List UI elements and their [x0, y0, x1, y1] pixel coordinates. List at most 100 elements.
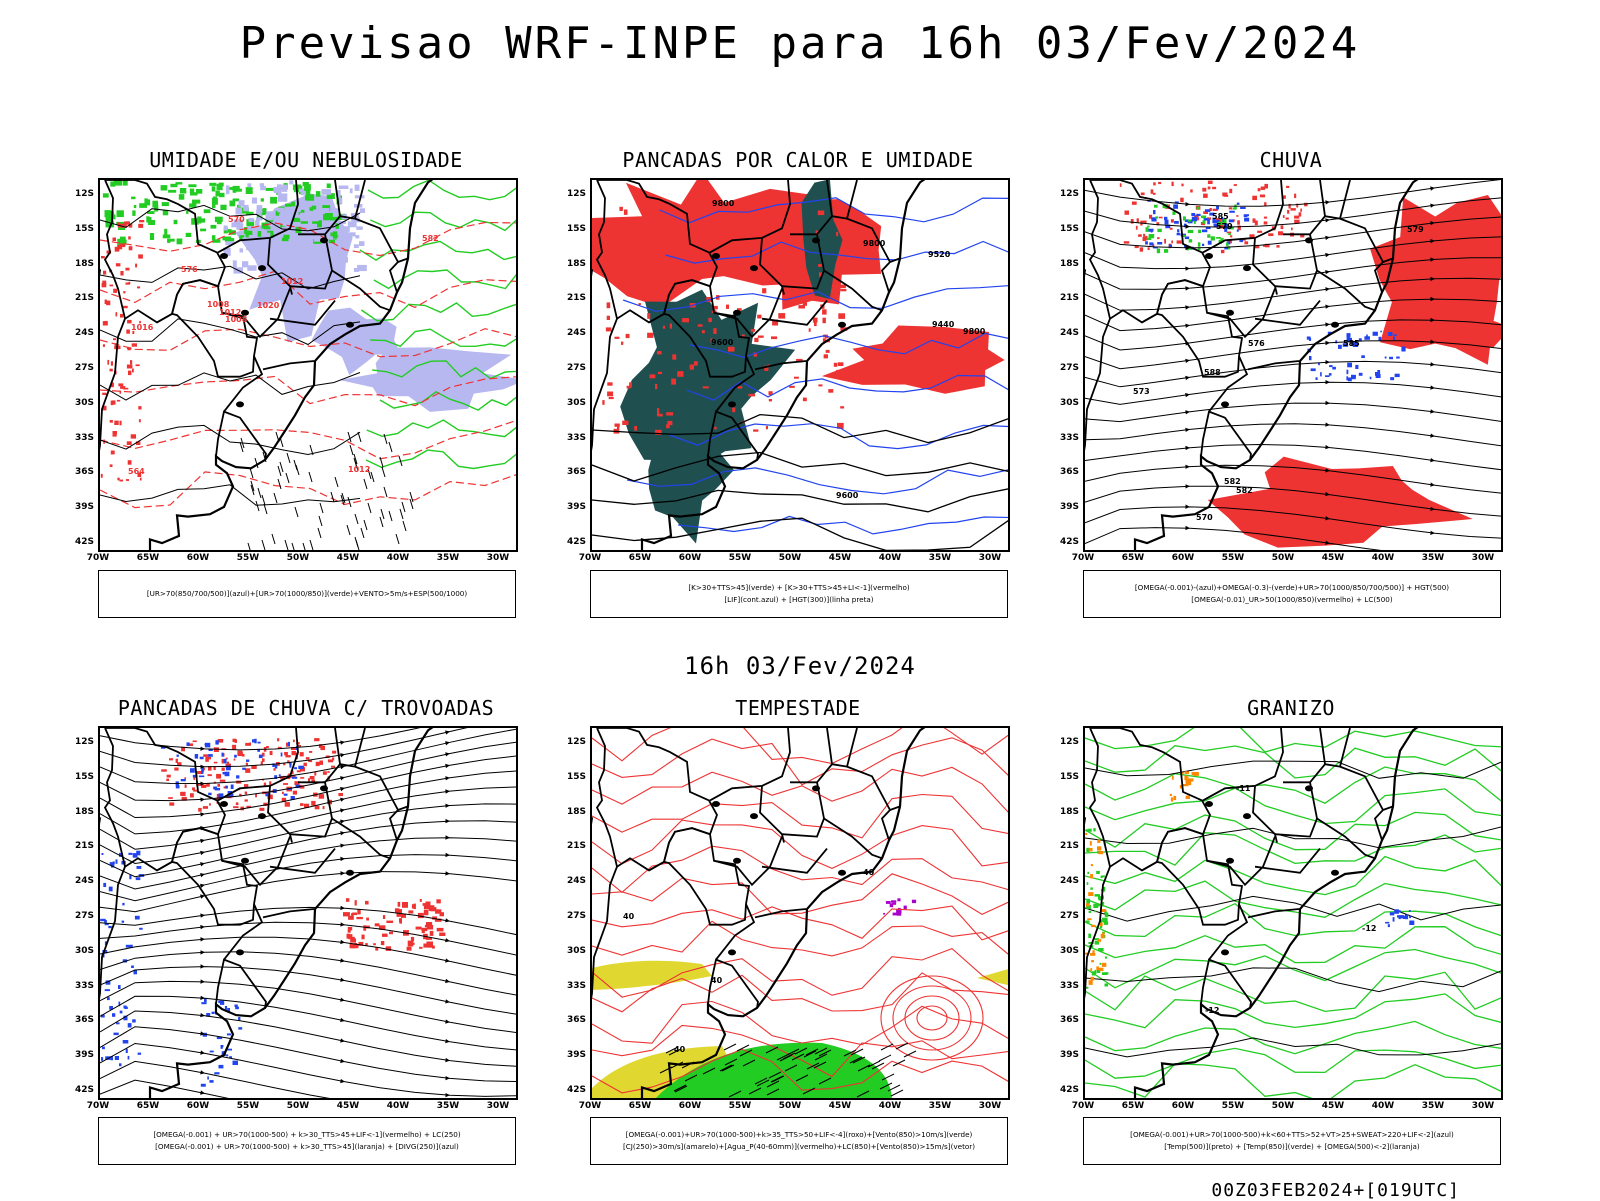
- thunderstorm-red-speckle: [242, 754, 245, 757]
- panel-legend-2: [K>30+TTS>45](verde) + [K>30+TTS>45+LI<-…: [590, 570, 1008, 618]
- streamline-arrow: [445, 1076, 450, 1081]
- lake: [320, 237, 328, 244]
- wind-barb: [409, 498, 414, 510]
- humidity-low-speckle: [104, 210, 111, 218]
- humidity-low-speckle: [317, 220, 322, 228]
- country-state-border: [823, 269, 883, 312]
- rain-red-speckle: [1207, 217, 1211, 220]
- wind-vector: [668, 1048, 682, 1056]
- thunderstorm-red-speckle: [184, 784, 187, 788]
- omega-blue-speckle: [1325, 375, 1330, 377]
- instability-red-speckle: [607, 382, 613, 386]
- pressure-cell-red: [916, 1005, 948, 1031]
- streamline-arrow: [340, 871, 345, 876]
- lifted-index-contour-blue: [690, 332, 1008, 359]
- streamline: [1085, 257, 1501, 290]
- legend-line: [OMEGA(-0.001)+UR>70(1000-500)+k<60+TTS>…: [1130, 1130, 1454, 1139]
- hail-blue-speckle: [1402, 915, 1406, 919]
- streamline-arrow: [1430, 362, 1435, 367]
- rain-red-speckle: [1139, 247, 1143, 252]
- lake: [733, 857, 741, 864]
- omega500-orange-speckle: [1173, 795, 1177, 801]
- lifted-index-contour-blue: [686, 374, 1008, 401]
- divergence-blue-speckle: [198, 775, 205, 778]
- streamline-arrow: [200, 781, 205, 786]
- country-state-border: [262, 908, 315, 919]
- thunderstorm-red-speckle: [190, 793, 194, 798]
- omega-blue-speckle: [1145, 241, 1148, 245]
- omega-blue-speckle: [1164, 219, 1169, 225]
- latitude-tick-label: 30S: [1059, 945, 1079, 956]
- instability-red-speckle: [762, 288, 767, 294]
- longitude-tick-label: 35W: [1421, 553, 1445, 563]
- rain-red-speckle: [1207, 186, 1211, 190]
- humidity-low-speckle: [161, 202, 169, 207]
- streamline-arrow: [1430, 221, 1435, 226]
- omega-blue-speckle: [1226, 241, 1231, 245]
- thunderstorm-red-speckle: [308, 760, 313, 763]
- longitude-tick-label: 30W: [978, 553, 1002, 563]
- humidity-low-speckle: [300, 221, 308, 224]
- lake: [1243, 813, 1251, 820]
- rain-red-speckle: [1286, 185, 1290, 188]
- latitude-tick-label: 21S: [1059, 841, 1079, 852]
- latitude-tick-label: 33S: [1059, 980, 1079, 991]
- contour-label: 582: [422, 234, 439, 243]
- streamline-arrow: [1430, 238, 1435, 244]
- omega-blue-speckle: [1306, 336, 1311, 340]
- lake: [712, 801, 720, 808]
- lake: [258, 265, 266, 272]
- contour-label: 9800: [712, 199, 735, 208]
- divergence-blue-speckle: [238, 1017, 241, 1021]
- temperature850-speckle: [1096, 870, 1100, 874]
- omega-blue-speckle: [1375, 374, 1381, 378]
- legend-line: [Temp(500)](preto) + [Temp(850)](verde) …: [1164, 1142, 1420, 1151]
- streamline-arrow: [1325, 516, 1330, 521]
- omega-blue-speckle: [1332, 366, 1336, 370]
- streamline: [1085, 197, 1501, 228]
- streamline-arrow: [340, 764, 345, 770]
- rain-red-speckle: [1252, 218, 1256, 223]
- omega-blue-speckle: [1168, 244, 1172, 248]
- country-state-border: [269, 300, 336, 326]
- temperature850-speckle: [1090, 887, 1093, 890]
- thunderstorm-red-speckle: [309, 776, 315, 780]
- pressure-contour-red: [592, 1000, 1008, 1046]
- humidity-low-speckle: [330, 216, 339, 221]
- omega-green-speckle: [1145, 227, 1149, 232]
- humidity-upper-speckle: [263, 262, 271, 269]
- latitude-tick-label: 39S: [74, 502, 94, 513]
- latitude-tick-label: 18S: [1059, 806, 1079, 817]
- thunderstorm-red-speckle: [299, 785, 305, 789]
- omega-blue-speckle: [1244, 217, 1250, 222]
- rain-red-speckle: [1141, 247, 1144, 252]
- streamline: [100, 1042, 516, 1097]
- contour-label: 564: [128, 467, 145, 476]
- humidity-low-speckle: [167, 238, 175, 242]
- thunderstorm-red-speckle: [207, 774, 212, 777]
- rain-red-speckle: [1298, 212, 1302, 217]
- longitude-tick-label: 55W: [236, 1101, 260, 1111]
- wind-contour-green: [360, 302, 516, 322]
- wind-barb: [388, 510, 393, 522]
- wind-barb: [309, 444, 314, 456]
- thunderstorm-red-speckle: [208, 766, 212, 771]
- instability-red-speckle: [828, 389, 834, 393]
- contour-label: 570: [1196, 513, 1213, 522]
- temperature850-contour-green: [1085, 745, 1501, 779]
- country-state-border: [1155, 827, 1244, 926]
- wind-vector: [784, 1064, 798, 1072]
- contour-label: 9600: [711, 338, 734, 347]
- humidity-upper-speckle: [329, 236, 333, 240]
- country-state-border: [298, 728, 341, 784]
- latitude-tick-label: 27S: [1059, 363, 1079, 373]
- humidity-upper-speckle: [320, 208, 330, 213]
- temperature850-speckle: [1102, 895, 1104, 900]
- country-state-border: [215, 958, 267, 1009]
- instability-red-area: [821, 325, 1005, 394]
- country-state-border: [1324, 728, 1351, 768]
- omega-blue-speckle: [1224, 247, 1229, 250]
- wind-barb: [291, 542, 295, 550]
- rain-red-speckle: [1294, 215, 1300, 219]
- subtitle-forecast-time: 16h 03/Fev/2024: [684, 652, 916, 680]
